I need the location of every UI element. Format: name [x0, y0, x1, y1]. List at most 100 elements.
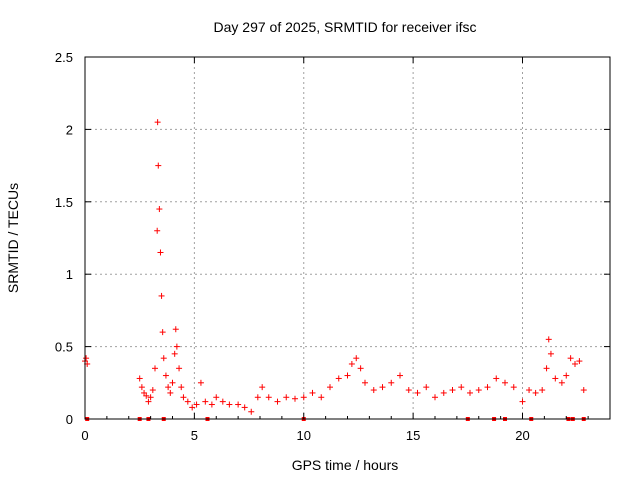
- data-point: [167, 389, 174, 396]
- x-tick-label: 15: [406, 428, 420, 443]
- data-point: [283, 394, 290, 401]
- data-point: [160, 355, 167, 362]
- data-point: [576, 358, 583, 365]
- data-point: [357, 365, 364, 372]
- data-point: [156, 206, 163, 213]
- data-point: [145, 398, 152, 405]
- data-point: [519, 398, 526, 405]
- data-point: [83, 355, 90, 362]
- data-point: [154, 227, 161, 234]
- y-tick-label: 1.5: [55, 195, 73, 210]
- data-point: [176, 365, 183, 372]
- data-point: [165, 384, 172, 391]
- data-point: [208, 401, 215, 408]
- x-tick-label: 5: [191, 428, 198, 443]
- data-point: [193, 401, 200, 408]
- data-point: [248, 408, 255, 415]
- data-point: [502, 379, 508, 386]
- data-point: [265, 394, 272, 401]
- data-point: [154, 119, 161, 126]
- data-point: [213, 394, 220, 401]
- data-point: [235, 401, 242, 408]
- data-point: [526, 387, 533, 394]
- data-point: [259, 384, 266, 391]
- y-tick-label: 2.5: [55, 50, 73, 65]
- data-point: [158, 292, 165, 299]
- data-point: [552, 375, 559, 382]
- data-point: [178, 384, 185, 391]
- data-point: [309, 389, 316, 396]
- data-point: [493, 375, 500, 382]
- axes: [84, 56, 611, 420]
- grid-lines: [85, 57, 610, 419]
- x-tick-label: 10: [297, 428, 311, 443]
- data-point: [348, 360, 355, 367]
- data-point: [155, 162, 162, 169]
- data-point: [189, 404, 196, 411]
- data-point: [147, 394, 154, 401]
- data-point: [159, 329, 166, 336]
- y-tick-label: 2: [66, 122, 73, 137]
- data-point: [180, 394, 187, 401]
- tick-labels: 0 5 10 15 20 0 0.5 1 1.5 2 2.5: [55, 50, 530, 443]
- data-point: [580, 387, 587, 394]
- plot-frame: [84, 56, 611, 420]
- data-point: [545, 336, 552, 343]
- data-point: [292, 395, 298, 402]
- data-point: [414, 389, 421, 396]
- y-tick-label: 0.5: [55, 340, 73, 355]
- data-point: [405, 387, 412, 394]
- data-point: [173, 343, 180, 350]
- data-point: [143, 392, 150, 399]
- x-tick-label: 20: [515, 428, 529, 443]
- data-point: [149, 387, 156, 394]
- data-point: [484, 384, 491, 391]
- data-point: [300, 394, 307, 401]
- data-point: [172, 326, 179, 333]
- data-point: [558, 379, 565, 386]
- data-point: [274, 398, 281, 405]
- data-point: [318, 394, 325, 401]
- data-point: [572, 360, 578, 367]
- data-point: [169, 379, 176, 386]
- data-point: [202, 398, 209, 405]
- y-tick-label: 0: [66, 412, 73, 427]
- data-point: [353, 355, 360, 362]
- data-point: [467, 389, 473, 396]
- data-point: [449, 387, 456, 394]
- data-point: [184, 398, 191, 405]
- x-tick-label: 0: [81, 428, 88, 443]
- data-point: [162, 372, 169, 379]
- data-point: [171, 350, 178, 357]
- data-point: [423, 384, 430, 391]
- data-point: [539, 387, 546, 394]
- data-point: [510, 384, 517, 391]
- data-point: [197, 379, 204, 386]
- y-tick-label: 1: [66, 267, 73, 282]
- data-point: [543, 365, 550, 372]
- x-axis-label: GPS time / hours: [292, 457, 399, 473]
- data-point: [254, 394, 261, 401]
- data-point: [432, 394, 438, 401]
- data-point: [335, 375, 342, 382]
- data-point: [440, 389, 447, 396]
- data-point: [397, 372, 403, 379]
- data-points: [82, 119, 587, 421]
- data-point: [138, 384, 145, 391]
- data-point: [567, 355, 574, 362]
- data-point: [458, 384, 465, 391]
- data-point: [136, 375, 143, 382]
- data-point: [362, 379, 368, 386]
- data-point: [370, 387, 377, 394]
- chart-title: Day 297 of 2025, SRMTID for receiver ifs…: [214, 19, 477, 35]
- data-point: [152, 365, 158, 372]
- data-point: [241, 404, 248, 411]
- data-point: [157, 249, 164, 256]
- data-point: [388, 379, 395, 386]
- data-point: [327, 384, 333, 391]
- data-point: [532, 389, 539, 396]
- data-point: [226, 401, 233, 408]
- data-point: [379, 384, 386, 391]
